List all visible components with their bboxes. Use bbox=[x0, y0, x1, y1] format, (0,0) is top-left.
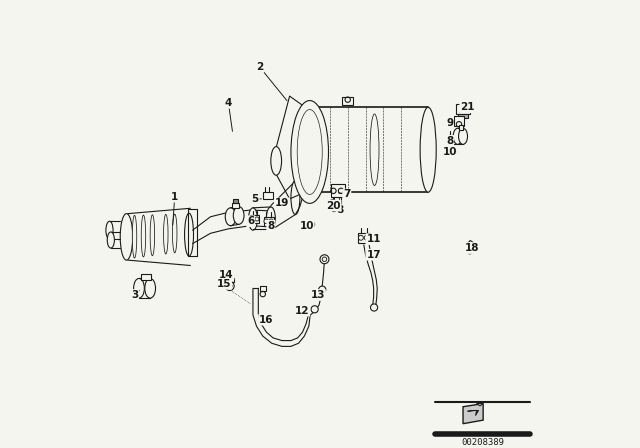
Ellipse shape bbox=[225, 208, 236, 226]
Ellipse shape bbox=[248, 208, 257, 230]
Polygon shape bbox=[463, 404, 483, 424]
Circle shape bbox=[329, 200, 336, 207]
Bar bbox=[358, 233, 370, 243]
Ellipse shape bbox=[145, 279, 156, 298]
Circle shape bbox=[311, 306, 318, 313]
Ellipse shape bbox=[458, 128, 467, 144]
Text: 3: 3 bbox=[131, 290, 138, 300]
Text: 10: 10 bbox=[300, 221, 314, 231]
Text: 21: 21 bbox=[460, 102, 475, 112]
Circle shape bbox=[337, 204, 341, 209]
Bar bbox=[454, 116, 464, 126]
Ellipse shape bbox=[120, 214, 132, 260]
Ellipse shape bbox=[106, 221, 113, 239]
Bar bbox=[448, 135, 458, 144]
Ellipse shape bbox=[184, 213, 193, 256]
Bar bbox=[332, 202, 342, 211]
Bar bbox=[260, 286, 266, 291]
Circle shape bbox=[453, 137, 458, 142]
Text: 8: 8 bbox=[268, 221, 275, 231]
Circle shape bbox=[264, 219, 268, 224]
Bar bbox=[456, 104, 470, 114]
Text: 6: 6 bbox=[247, 216, 254, 226]
Circle shape bbox=[307, 221, 315, 228]
Ellipse shape bbox=[291, 100, 328, 203]
Ellipse shape bbox=[304, 107, 320, 192]
Bar bbox=[263, 192, 273, 199]
Ellipse shape bbox=[164, 215, 168, 254]
Ellipse shape bbox=[132, 215, 137, 258]
Text: 15: 15 bbox=[217, 279, 231, 289]
Circle shape bbox=[269, 219, 273, 224]
Text: 17: 17 bbox=[366, 250, 381, 260]
Polygon shape bbox=[467, 410, 479, 416]
Ellipse shape bbox=[420, 107, 436, 192]
Text: 18: 18 bbox=[465, 243, 479, 253]
Circle shape bbox=[255, 217, 259, 221]
Bar bbox=[232, 203, 239, 208]
Circle shape bbox=[448, 137, 452, 142]
Ellipse shape bbox=[141, 215, 146, 257]
Text: 1: 1 bbox=[171, 192, 179, 202]
Text: 8: 8 bbox=[337, 205, 344, 215]
Circle shape bbox=[225, 282, 234, 290]
Bar bbox=[331, 184, 344, 197]
Text: 14: 14 bbox=[219, 270, 234, 280]
Circle shape bbox=[250, 217, 255, 221]
Bar bbox=[250, 215, 259, 223]
Circle shape bbox=[320, 255, 329, 264]
Text: 5: 5 bbox=[252, 194, 259, 204]
Text: 16: 16 bbox=[259, 314, 274, 324]
Text: 11: 11 bbox=[366, 234, 381, 244]
Circle shape bbox=[358, 235, 364, 240]
Circle shape bbox=[450, 148, 457, 155]
Ellipse shape bbox=[271, 146, 282, 175]
Ellipse shape bbox=[453, 128, 462, 144]
Bar bbox=[264, 217, 273, 226]
Text: 00208389: 00208389 bbox=[461, 438, 504, 447]
Text: 10: 10 bbox=[442, 147, 457, 157]
Text: 7: 7 bbox=[343, 190, 351, 199]
Polygon shape bbox=[229, 274, 232, 278]
Text: 8: 8 bbox=[446, 136, 453, 146]
Circle shape bbox=[371, 304, 378, 311]
Bar bbox=[342, 96, 353, 105]
Ellipse shape bbox=[234, 207, 244, 224]
Ellipse shape bbox=[291, 181, 300, 215]
Ellipse shape bbox=[173, 214, 177, 253]
Circle shape bbox=[319, 286, 326, 293]
Bar bbox=[458, 114, 468, 118]
Text: 13: 13 bbox=[310, 290, 325, 300]
Polygon shape bbox=[476, 404, 483, 406]
Circle shape bbox=[332, 204, 336, 209]
Text: 19: 19 bbox=[275, 198, 289, 208]
Bar bbox=[234, 199, 238, 203]
Ellipse shape bbox=[266, 207, 275, 229]
Text: 4: 4 bbox=[225, 98, 232, 108]
Text: 20: 20 bbox=[326, 201, 340, 211]
Circle shape bbox=[331, 202, 334, 205]
Circle shape bbox=[364, 235, 369, 240]
Text: 2: 2 bbox=[256, 62, 263, 72]
Bar bbox=[458, 125, 463, 129]
Polygon shape bbox=[227, 278, 234, 283]
Text: 12: 12 bbox=[295, 306, 309, 316]
Bar bbox=[141, 274, 151, 280]
Ellipse shape bbox=[108, 232, 115, 248]
Text: 9: 9 bbox=[446, 118, 453, 128]
Ellipse shape bbox=[134, 279, 145, 298]
Ellipse shape bbox=[150, 215, 155, 256]
